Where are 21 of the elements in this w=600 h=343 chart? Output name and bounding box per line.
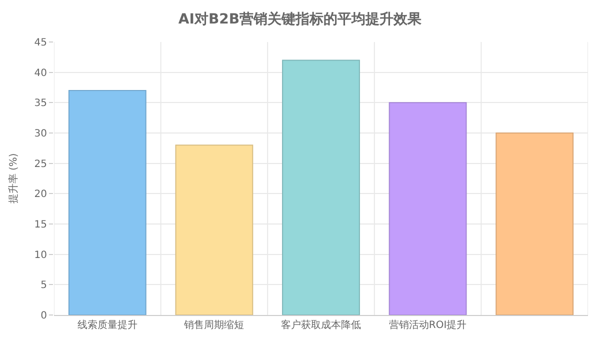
bar (496, 132, 574, 315)
bar (282, 60, 360, 315)
y-tick-label: 10 (34, 250, 47, 261)
y-tick-label: 15 (34, 220, 47, 230)
bar (175, 144, 254, 315)
y-tick-label: 45 (34, 38, 47, 48)
y-tick-label: 25 (34, 158, 47, 170)
y-axis-title: 提升率 (%) (7, 153, 20, 204)
y-tick-label: 5 (40, 280, 47, 292)
x-tick-label: 线索质量提升 (77, 319, 138, 331)
x-tick-label: 营销活动ROI提升 (388, 319, 467, 331)
y-tick-label: 30 (34, 128, 47, 140)
x-tick-label: 销售周期缩短 (183, 319, 244, 331)
y-tick-label: 40 (34, 68, 47, 79)
bar (388, 102, 467, 315)
y-tick-label: 20 (34, 189, 47, 200)
y-tick-label: 0 (40, 310, 47, 322)
bar (68, 90, 146, 315)
y-tick-label: 35 (34, 98, 47, 110)
chart-title: AI对B2B营销关键指标的平均提升效果 (178, 10, 423, 28)
x-tick-label: 客户获取成本降低 (281, 319, 361, 331)
